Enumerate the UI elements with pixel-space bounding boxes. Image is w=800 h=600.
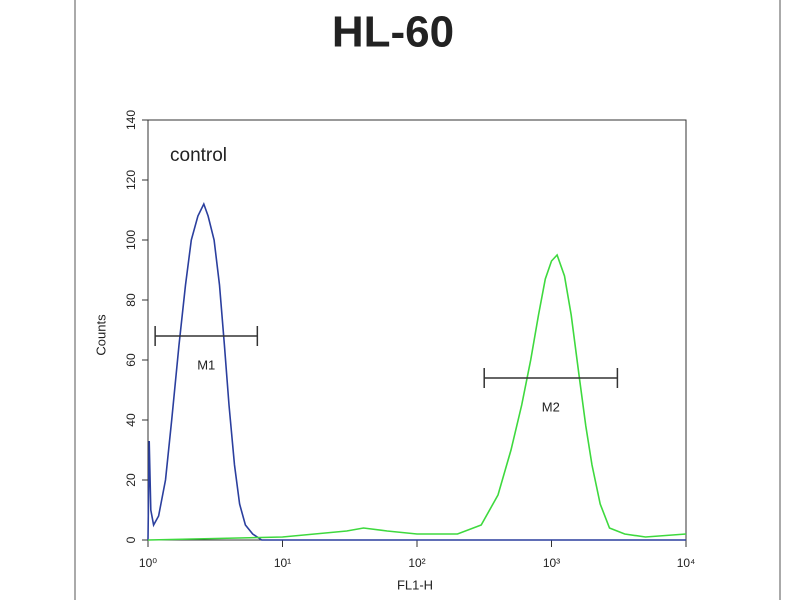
y-tick-label: 100: [124, 230, 138, 250]
marker-label: M1: [197, 357, 215, 372]
y-tick-label: 0: [124, 536, 138, 543]
series-line: [147, 201, 686, 541]
marker-label: M2: [542, 399, 560, 414]
y-tick-label: 20: [124, 473, 138, 487]
annotation: control: [170, 145, 227, 166]
y-tick-label: 60: [124, 353, 138, 367]
y-axis-label: Counts: [93, 314, 108, 356]
x-tick-label: 10³: [543, 556, 560, 570]
series-line: [147, 253, 687, 541]
x-tick-label: 10²: [408, 556, 425, 570]
y-tick-label: 120: [124, 170, 138, 190]
x-axis-label: FL1-H: [397, 577, 433, 592]
y-tick-label: 40: [124, 413, 138, 427]
chart-title: HL-60: [332, 8, 454, 57]
y-tick-label: 80: [124, 293, 138, 307]
x-tick-label: 10¹: [274, 556, 291, 570]
x-tick-label: 10⁰: [139, 556, 157, 570]
plot-frame: [147, 119, 687, 541]
x-tick-label: 10⁴: [677, 556, 696, 570]
y-tick-label: 140: [124, 110, 138, 130]
